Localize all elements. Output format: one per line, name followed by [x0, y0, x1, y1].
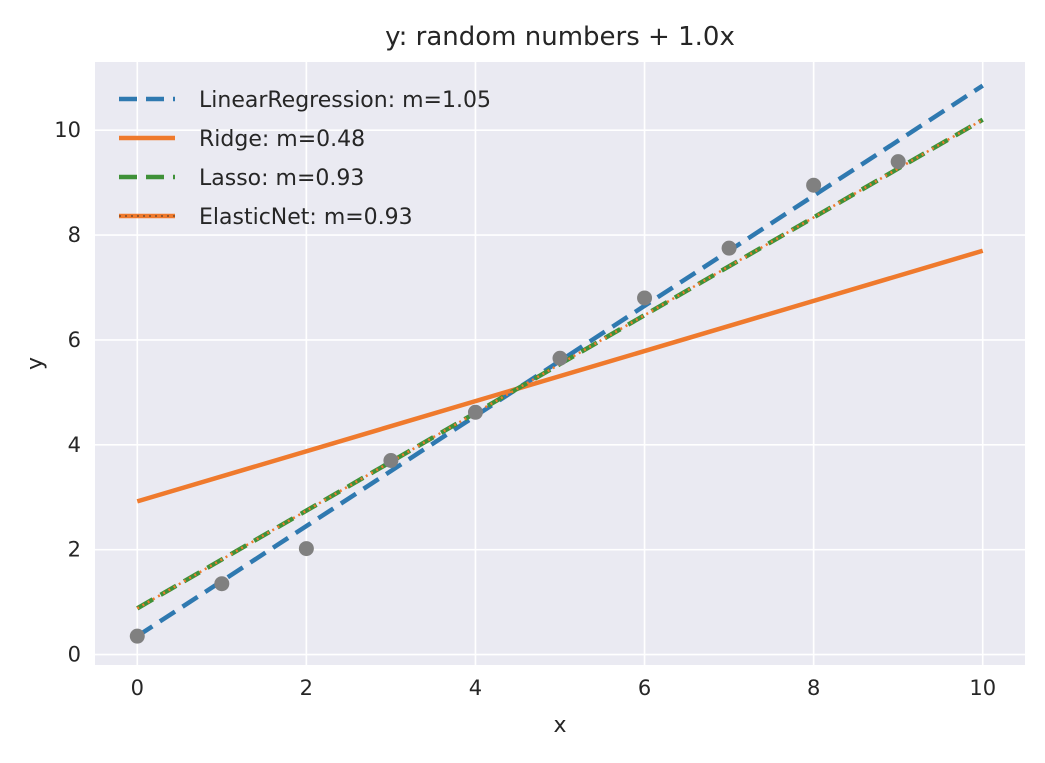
x-axis-title: x	[553, 713, 566, 738]
data-point	[637, 290, 653, 306]
tick-layer: 0 2 4 6 8 10 0 2 4 6 8 10	[54, 118, 996, 700]
scatter-layer	[129, 154, 906, 644]
data-point	[214, 576, 230, 592]
legend-label-3: Lasso: m=0.93	[199, 166, 364, 191]
x-tick-label: 2	[300, 676, 313, 700]
chart-title: y: random numbers + 1.0x	[385, 22, 735, 52]
y-axis-title: y	[23, 357, 48, 370]
series-line-1	[136, 83, 984, 639]
y-tick-label: 4	[68, 433, 81, 457]
y-tick-label: 2	[68, 538, 81, 562]
data-point	[721, 240, 737, 256]
x-tick-label: 0	[131, 676, 144, 700]
x-tick-label: 10	[969, 676, 996, 700]
legend-label-1: LinearRegression: m=1.05	[199, 88, 491, 113]
data-point	[890, 154, 906, 170]
series-line-2	[136, 248, 984, 504]
y-tick-label: 8	[68, 223, 81, 247]
x-tick-label: 4	[469, 676, 482, 700]
y-tick-label: 10	[54, 118, 81, 142]
series-line-4	[136, 118, 984, 610]
data-point	[383, 453, 399, 469]
data-point	[806, 177, 822, 193]
x-tick-label: 8	[807, 676, 820, 700]
y-tick-label: 0	[68, 643, 81, 667]
y-tick-label: 6	[68, 328, 81, 352]
legend-label-2: Ridge: m=0.48	[199, 127, 365, 152]
x-tick-label: 6	[638, 676, 651, 700]
grid-layer	[95, 62, 1025, 665]
data-point	[298, 541, 314, 557]
legend: LinearRegression: m=1.05 Ridge: m=0.48 Las…	[119, 88, 491, 230]
data-point	[467, 404, 483, 420]
data-point	[552, 350, 568, 366]
data-point	[129, 628, 145, 644]
legend-label-4: ElasticNet: m=0.93	[199, 205, 413, 230]
